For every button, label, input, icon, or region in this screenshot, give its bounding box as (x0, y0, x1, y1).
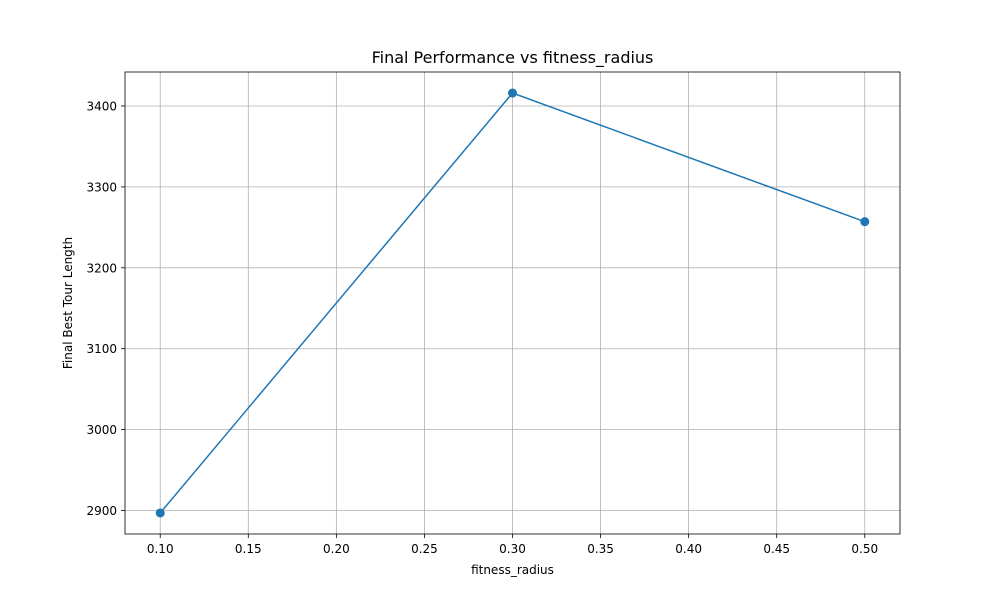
x-tick-label: 0.45 (763, 542, 790, 556)
x-tick-label: 0.10 (147, 542, 174, 556)
data-point (508, 88, 517, 98)
y-tick-label: 3400 (86, 99, 117, 113)
y-tick-label: 3000 (86, 423, 117, 437)
x-tick-label: 0.15 (235, 542, 262, 556)
y-axis-label: Final Best Tour Length (61, 237, 75, 369)
x-tick-label: 0.20 (323, 542, 350, 556)
series-layer (155, 88, 870, 518)
x-tick-label: 0.25 (411, 542, 438, 556)
x-tick-label: 0.40 (675, 542, 702, 556)
x-tick-label: 0.30 (499, 542, 526, 556)
y-tick-label: 2900 (86, 504, 117, 518)
data-point (860, 217, 870, 227)
x-tick-label: 0.50 (851, 542, 878, 556)
chart-title: Final Performance vs fitness_radius (372, 48, 654, 68)
y-tick-label: 3300 (86, 180, 117, 194)
y-tick-label: 3100 (86, 342, 117, 356)
x-axis-label: fitness_radius (471, 563, 554, 577)
x-tick-label: 0.35 (587, 542, 614, 556)
data-point (155, 508, 165, 518)
y-tick-label: 3200 (86, 261, 117, 275)
ticks: 0.10 0.15 0.20 0.25 0.30 0.35 0.40 0.45 0.50 2900… (86, 99, 878, 556)
